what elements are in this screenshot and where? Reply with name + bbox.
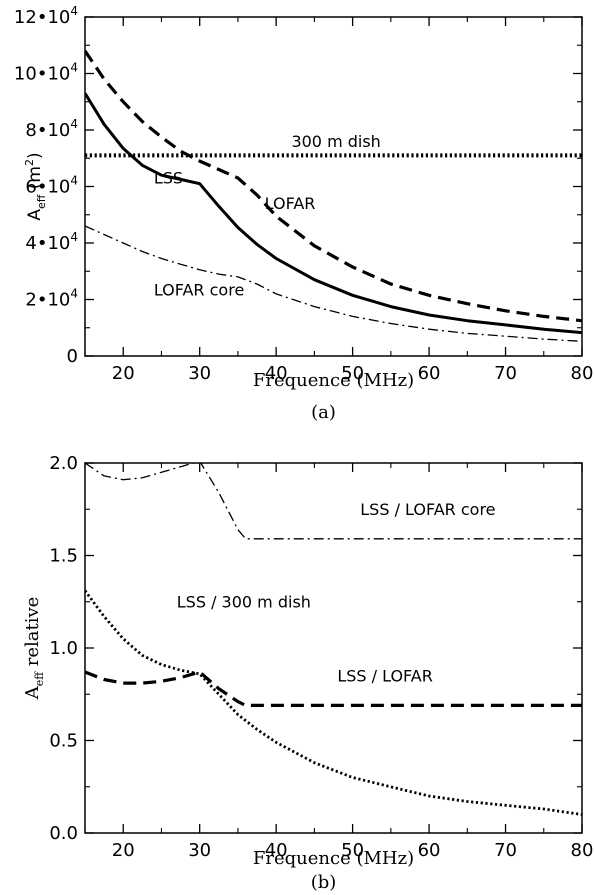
series-annotation: 300 m dish — [291, 132, 380, 151]
series-line-lofar-core — [85, 225, 582, 342]
x-axis-label: Frequence (MHz) — [253, 848, 414, 869]
y-label-subscript: eff — [33, 671, 46, 687]
y-tick-label: 10•104 — [14, 61, 78, 85]
series-line-lss-300-m-dish — [85, 589, 582, 816]
y-tick-exponent: 4 — [70, 287, 78, 301]
x-tick-label: 20 — [112, 363, 135, 384]
y-tick-mantissa: 6•10 — [25, 177, 70, 198]
panel-caption: (a) — [311, 402, 336, 423]
y-axis-label: Aeff (m2) — [23, 152, 48, 220]
x-tick-label: 70 — [494, 363, 517, 384]
y-label-close: ) — [25, 152, 45, 159]
x-tick-label: 30 — [188, 840, 211, 861]
chart-a: 20 30 40 50 60 70 8002•1044•1046•1048•10410•10… — [14, 4, 594, 423]
series-line-lss — [85, 92, 582, 335]
series-group — [85, 50, 582, 342]
x-tick-label: 60 — [418, 840, 441, 861]
y-tick-mantissa: 0 — [67, 346, 78, 367]
x-tick-label: 40 — [265, 363, 288, 384]
series-line-lofar — [85, 50, 582, 323]
x-tick-label: 60 — [418, 363, 441, 384]
y-tick-label: 6•104 — [25, 174, 78, 198]
series-annotation: LSS / LOFAR — [337, 666, 433, 685]
y-tick-mantissa: 8•10 — [25, 120, 70, 141]
series-annotation: LSS / LOFAR core — [360, 500, 495, 519]
chart-b: 20 30 40 50 60 70 80 0.0 0.5 1.0 1.5 2.0 LSS / LOFAR… — [22, 453, 593, 893]
y-tick-mantissa: 4•10 — [25, 233, 70, 254]
y-tick-exponent: 4 — [70, 230, 78, 244]
y-tick-exponent: 4 — [70, 4, 78, 18]
series-annotation: LOFAR core — [154, 280, 244, 299]
series-annotation: LOFAR — [265, 194, 316, 213]
y-tick-label: 1.5 — [49, 546, 78, 567]
y-tick-label: 0.0 — [49, 823, 78, 844]
x-tick-label: 40 — [265, 840, 288, 861]
y-label-main: A — [22, 685, 43, 700]
y-label-subscript: eff — [35, 194, 48, 209]
y-tick-label: 1.0 — [49, 638, 78, 659]
panel-caption: (b) — [311, 872, 337, 893]
x-tick-label: 20 — [112, 840, 135, 861]
y-label-main: A — [25, 209, 45, 221]
y-tick-mantissa: 2•10 — [25, 290, 70, 311]
y-tick-label: 8•104 — [25, 117, 78, 141]
y-tick-label: 12•104 — [14, 4, 78, 28]
series-annotation: LSS — [154, 169, 183, 188]
y-label-superscript: 2 — [23, 159, 36, 166]
x-tick-label: 70 — [494, 840, 517, 861]
y-tick-exponent: 4 — [70, 61, 78, 75]
y-tick-exponent: 4 — [70, 174, 78, 188]
y-tick-label: 2.0 — [49, 453, 78, 474]
y-tick-label: 4•104 — [25, 230, 78, 254]
series-annotation: LSS / 300 m dish — [177, 592, 311, 611]
y-label-rest: relative — [22, 597, 43, 672]
series-group — [85, 463, 582, 816]
y-tick-mantissa: 12•10 — [14, 7, 70, 28]
y-tick-label: 0.5 — [49, 731, 78, 752]
y-label-rest: (m — [25, 166, 45, 195]
y-tick-exponent: 4 — [70, 117, 78, 131]
y-tick-label: 2•104 — [25, 287, 78, 311]
series-line-lss-lofar — [85, 670, 582, 707]
x-tick-label: 50 — [341, 840, 364, 861]
y-tick-mantissa: 10•10 — [14, 64, 70, 85]
plot-frame — [84, 462, 583, 834]
x-tick-label: 50 — [341, 363, 364, 384]
y-axis-label: Aeff relative — [22, 597, 46, 701]
x-tick-label: 30 — [188, 363, 211, 384]
x-tick-label: 80 — [571, 363, 594, 384]
y-tick-label: 0 — [67, 346, 78, 367]
series-line-lss-lofar-core — [85, 463, 582, 540]
x-tick-label: 80 — [571, 840, 594, 861]
x-axis-label: Frequence (MHz) — [253, 370, 414, 391]
